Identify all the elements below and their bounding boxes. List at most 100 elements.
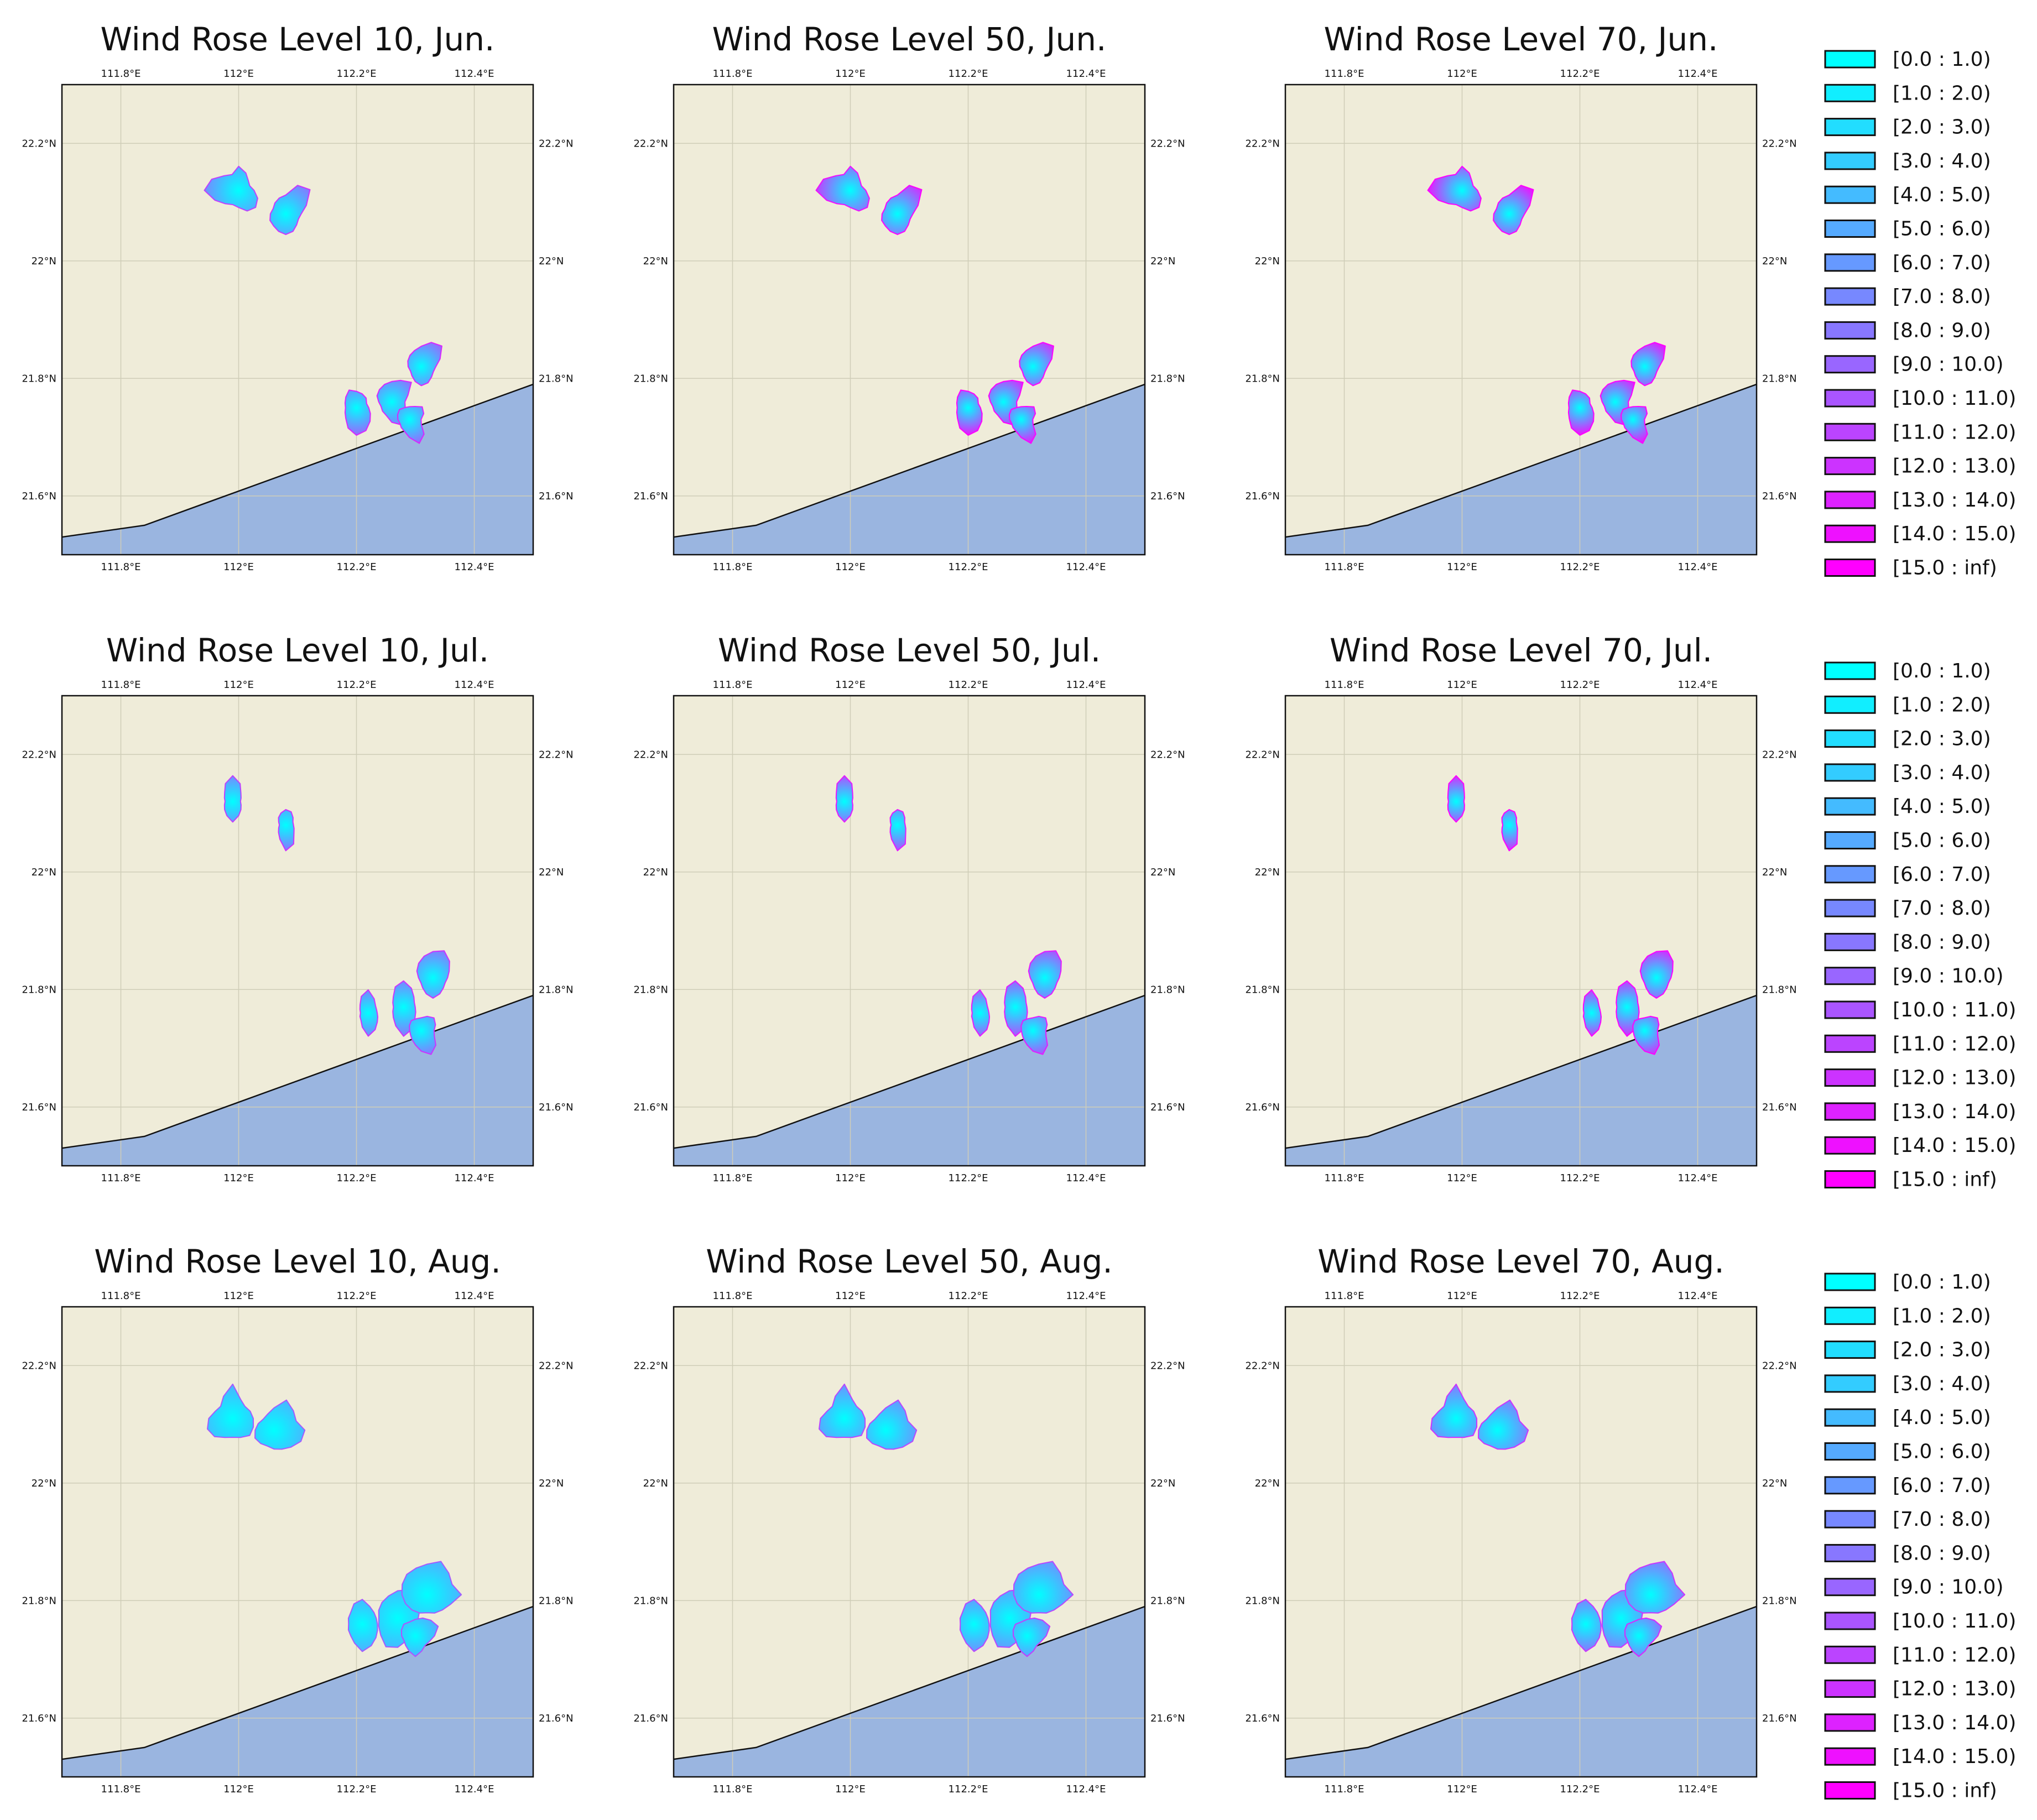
wind-rose: [1427, 165, 1482, 212]
legend-label: [14.0 : 15.0): [1893, 1745, 2016, 1768]
lon-tick-label-top: 112°E: [1447, 1290, 1477, 1302]
lon-tick-label-top: 112.4°E: [1066, 679, 1106, 691]
coastline: [62, 994, 533, 1149]
legend-swatch: [1824, 524, 1876, 543]
lat-tick-label-left: 22.2°N: [1245, 138, 1280, 149]
lon-tick-label-bottom: 112.2°E: [337, 561, 377, 573]
lon-tick-label-top: 111.8°E: [1325, 1290, 1364, 1302]
legend-swatch: [1824, 1612, 1876, 1630]
lon-tick-label-bottom: 111.8°E: [1325, 1784, 1364, 1795]
legend-label: [8.0 : 9.0): [1893, 1542, 1991, 1565]
lon-tick-label-bottom: 112.4°E: [1678, 1784, 1718, 1795]
wind-rose: [269, 185, 311, 235]
panel-title: Wind Rose Level 10, Jun.: [101, 20, 495, 58]
legend-label: [7.0 : 8.0): [1893, 897, 1991, 920]
legend-1: [0.0 : 1.0) [1.0 : 2.0) [2.0 : 3.0) [3.0 : …: [1824, 48, 2016, 580]
lon-tick-label-top: 112°E: [835, 679, 866, 691]
legend-swatch: [1824, 1273, 1876, 1291]
wind-rose: [1571, 1599, 1602, 1652]
lat-tick-label-right: 22.2°N: [539, 138, 574, 149]
wind-rose: [1028, 950, 1062, 999]
lon-tick-label-bottom: 112°E: [223, 1172, 254, 1184]
lat-tick-label-left: 22°N: [643, 255, 668, 267]
lon-tick-label-bottom: 112.4°E: [1066, 561, 1106, 573]
legend-swatch: [1824, 661, 1876, 680]
wind-rose: [819, 1383, 866, 1438]
legend-label: [3.0 : 4.0): [1893, 1373, 1991, 1395]
panel-6: Wind Rose Level 70, Jul. 111.8°E 111.8°E 11…: [1245, 632, 1796, 1184]
legend-label: [4.0 : 5.0): [1893, 184, 1991, 206]
lon-tick-label-bottom: 111.8°E: [713, 561, 753, 573]
legend-label: [10.0 : 11.0): [1893, 1610, 2016, 1633]
legend-label: [7.0 : 8.0): [1893, 1508, 1991, 1531]
legend-swatch: [1824, 1713, 1876, 1732]
axes-frame: [673, 84, 1146, 556]
lon-tick-label-top: 111.8°E: [101, 679, 141, 691]
legend-label: [3.0 : 4.0): [1893, 762, 1991, 784]
wind-rose: [1012, 1617, 1051, 1657]
lat-tick-label-right: 22°N: [1150, 1478, 1175, 1489]
lat-tick-label-left: 22°N: [643, 867, 668, 878]
wind-rose: [1020, 1015, 1048, 1055]
legend-swatch: [1824, 50, 1876, 69]
wind-rose: [359, 989, 378, 1037]
lat-tick-label-right: 21.6°N: [1150, 1102, 1185, 1113]
legend-swatch: [1824, 1136, 1876, 1155]
legend-swatch: [1824, 423, 1876, 441]
lon-tick-label-top: 112.4°E: [1678, 679, 1718, 691]
wind-rose: [416, 950, 450, 999]
lat-tick-label-right: 22°N: [539, 1478, 564, 1489]
wind-rose: [1630, 342, 1666, 387]
legend-label: [12.0 : 13.0): [1893, 1067, 2016, 1089]
wind-rose: [223, 775, 242, 823]
lat-tick-label-left: 21.8°N: [633, 373, 668, 384]
lon-tick-label-top: 112.4°E: [455, 68, 494, 80]
lat-tick-label-right: 21.8°N: [1150, 984, 1185, 995]
lat-tick-label-left: 22.2°N: [1245, 1360, 1280, 1371]
lon-tick-label-bottom: 112°E: [835, 561, 866, 573]
lat-tick-label-right: 22.2°N: [1762, 138, 1797, 149]
panel-2: Wind Rose Level 50, Jun. 111.8°E 111.8°E 11…: [633, 20, 1185, 573]
legend-label: [12.0 : 13.0): [1893, 455, 2016, 478]
wind-rose: [1019, 342, 1054, 387]
panel-title: Wind Rose Level 70, Aug.: [1317, 1243, 1725, 1280]
lat-tick-label-left: 21.6°N: [633, 1713, 668, 1724]
lat-tick-label-right: 21.8°N: [1150, 373, 1185, 384]
axes-frame: [1284, 695, 1758, 1167]
legend-label: [11.0 : 12.0): [1893, 1032, 2016, 1055]
wind-rose: [1567, 389, 1595, 436]
lat-tick-label-left: 21.6°N: [633, 1102, 668, 1113]
lat-tick-label-left: 22.2°N: [633, 138, 668, 149]
legend-label: [8.0 : 9.0): [1893, 319, 1991, 342]
lon-tick-label-top: 112.2°E: [337, 679, 377, 691]
legend-swatch: [1824, 1374, 1876, 1393]
wind-rose: [392, 980, 416, 1037]
lon-tick-label-top: 111.8°E: [101, 68, 141, 80]
legend-swatch: [1824, 1341, 1876, 1359]
legend-swatch: [1824, 1781, 1876, 1800]
legend-label: [6.0 : 7.0): [1893, 252, 1991, 274]
wind-rose: [815, 165, 870, 212]
lat-tick-label-left: 22°N: [32, 255, 56, 267]
lat-tick-label-right: 22°N: [1762, 255, 1787, 267]
lon-tick-label-bottom: 112.2°E: [949, 561, 988, 573]
lat-tick-label-left: 21.8°N: [22, 373, 56, 384]
wind-rose: [1620, 406, 1648, 444]
sea-area: [674, 1606, 1145, 1777]
legend-swatch: [1824, 1102, 1876, 1121]
coastline: [1285, 994, 1757, 1149]
legend-label: [0.0 : 1.0): [1893, 48, 1991, 71]
lat-tick-label-right: 21.6°N: [1762, 491, 1797, 502]
lon-tick-label-top: 112°E: [223, 1290, 254, 1302]
lat-tick-label-left: 21.8°N: [1245, 984, 1280, 995]
lon-tick-label-top: 112.4°E: [1678, 1290, 1718, 1302]
lon-tick-label-top: 111.8°E: [713, 68, 753, 80]
wind-rose: [401, 1561, 462, 1614]
lon-tick-label-top: 112.4°E: [455, 1290, 494, 1302]
lon-tick-label-top: 112°E: [835, 1290, 866, 1302]
panel-3: Wind Rose Level 70, Jun. 111.8°E 111.8°E 11…: [1245, 20, 1796, 573]
lat-tick-label-left: 22.2°N: [1245, 749, 1280, 760]
lon-tick-label-bottom: 112.4°E: [1678, 561, 1718, 573]
lat-tick-label-right: 21.6°N: [1150, 491, 1185, 502]
panel-9: Wind Rose Level 70, Aug. 111.8°E 111.8°E 11…: [1245, 1243, 1796, 1795]
